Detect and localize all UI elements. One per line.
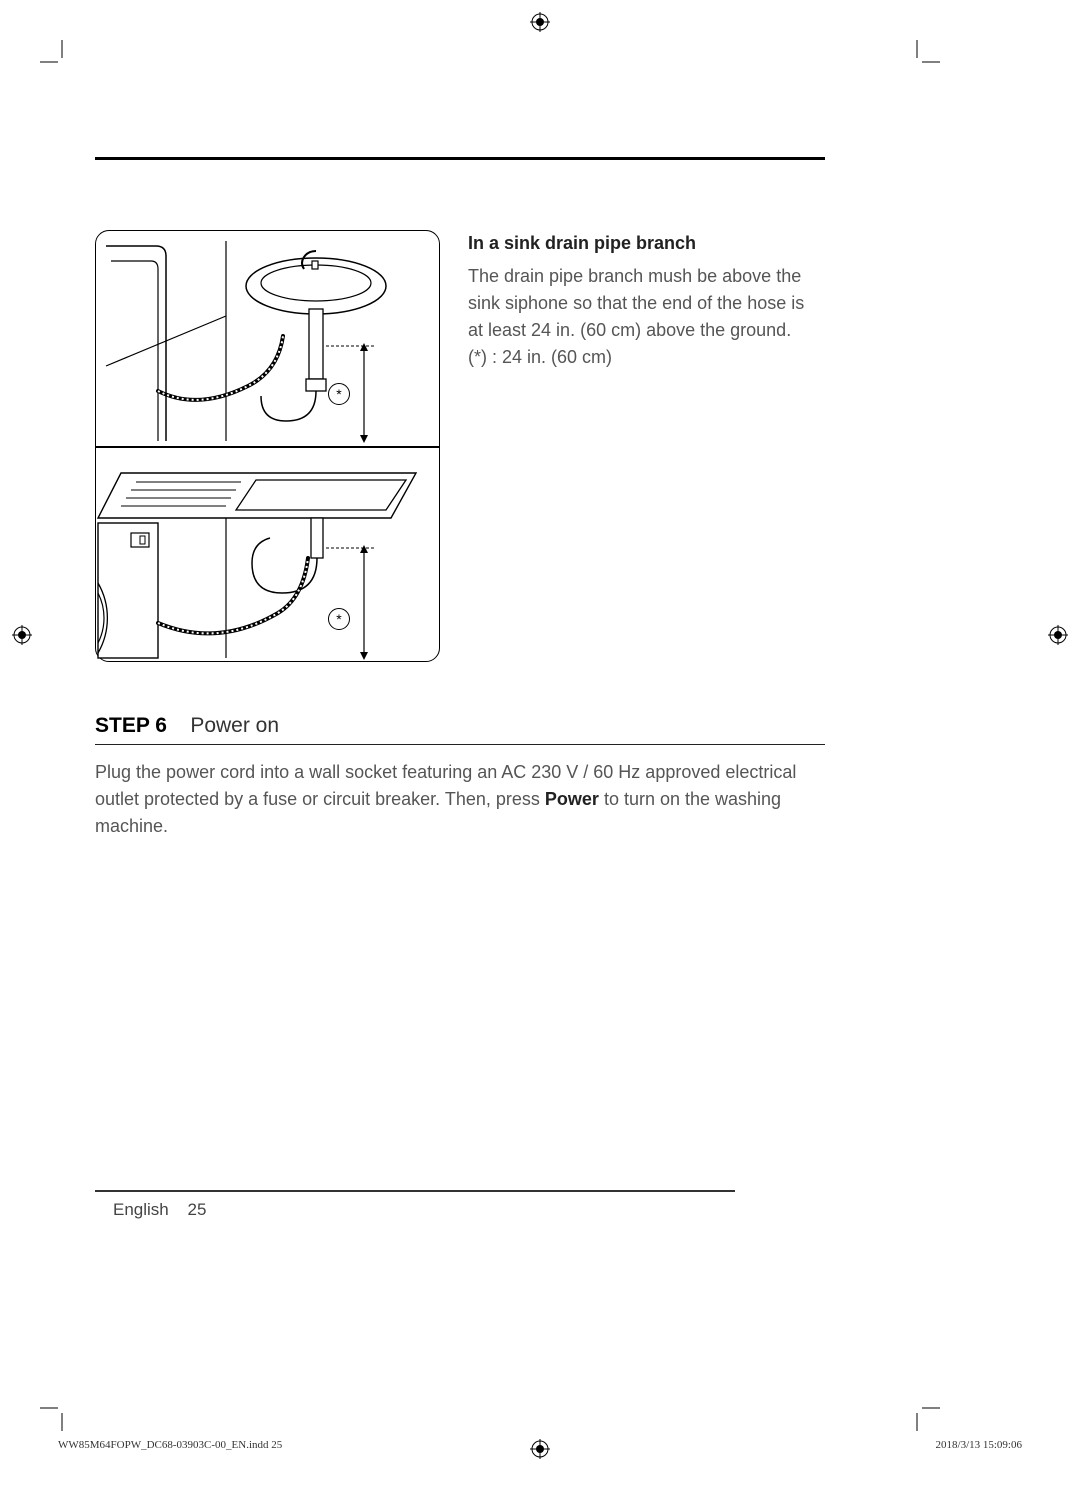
footer-language: English [113,1200,169,1219]
print-footer: WW85M64FOPW_DC68-03903C-00_EN.indd 25 20… [58,1439,1022,1451]
registration-mark-top [530,12,550,32]
drain-pipe-figure: * [95,230,440,662]
header-rule [95,157,825,160]
footer-text: English 25 [113,1200,206,1220]
page-footer: English 25 [95,1182,825,1220]
print-footer-file: WW85M64FOPW_DC68-03903C-00_EN.indd 25 [58,1439,282,1451]
footer-page-number: 25 [188,1200,207,1219]
section-body-line: at least 24 in. (60 cm) above the ground… [468,317,825,344]
registration-mark-right [1048,625,1068,645]
step-heading-wrap: STEP 6 Power on [95,714,825,745]
star-marker-lower: * [328,608,350,630]
star-glyph: * [336,386,341,402]
section-body-line: (*) : 24 in. (60 cm) [468,344,825,371]
section-subtitle: In a sink drain pipe branch [468,230,825,257]
step-heading: STEP 6 Power on [95,714,825,738]
section-text: In a sink drain pipe branch The drain pi… [468,230,825,371]
step-label: STEP 6 [95,714,167,737]
star-marker-upper: * [328,383,350,405]
footer-rule [95,1190,735,1192]
crop-mark-tl [40,40,85,85]
registration-mark-left [12,625,32,645]
drain-lower-illustration [96,448,439,662]
print-footer-timestamp: 2018/3/13 15:09:06 [936,1439,1022,1451]
section-body-line: The drain pipe branch mush be above the [468,263,825,290]
page-content: * [95,95,985,1395]
power-word: Power [545,789,599,809]
step-title: Power on [190,714,279,737]
step-body: Plug the power cord into a wall socket f… [95,759,825,840]
main-content: * [95,230,825,840]
star-glyph: * [336,611,341,627]
section-body-line: sink siphone so that the end of the hose… [468,290,825,317]
crop-mark-tr [895,40,940,85]
crop-mark-bl [40,1386,85,1431]
drain-upper-illustration [96,231,439,445]
